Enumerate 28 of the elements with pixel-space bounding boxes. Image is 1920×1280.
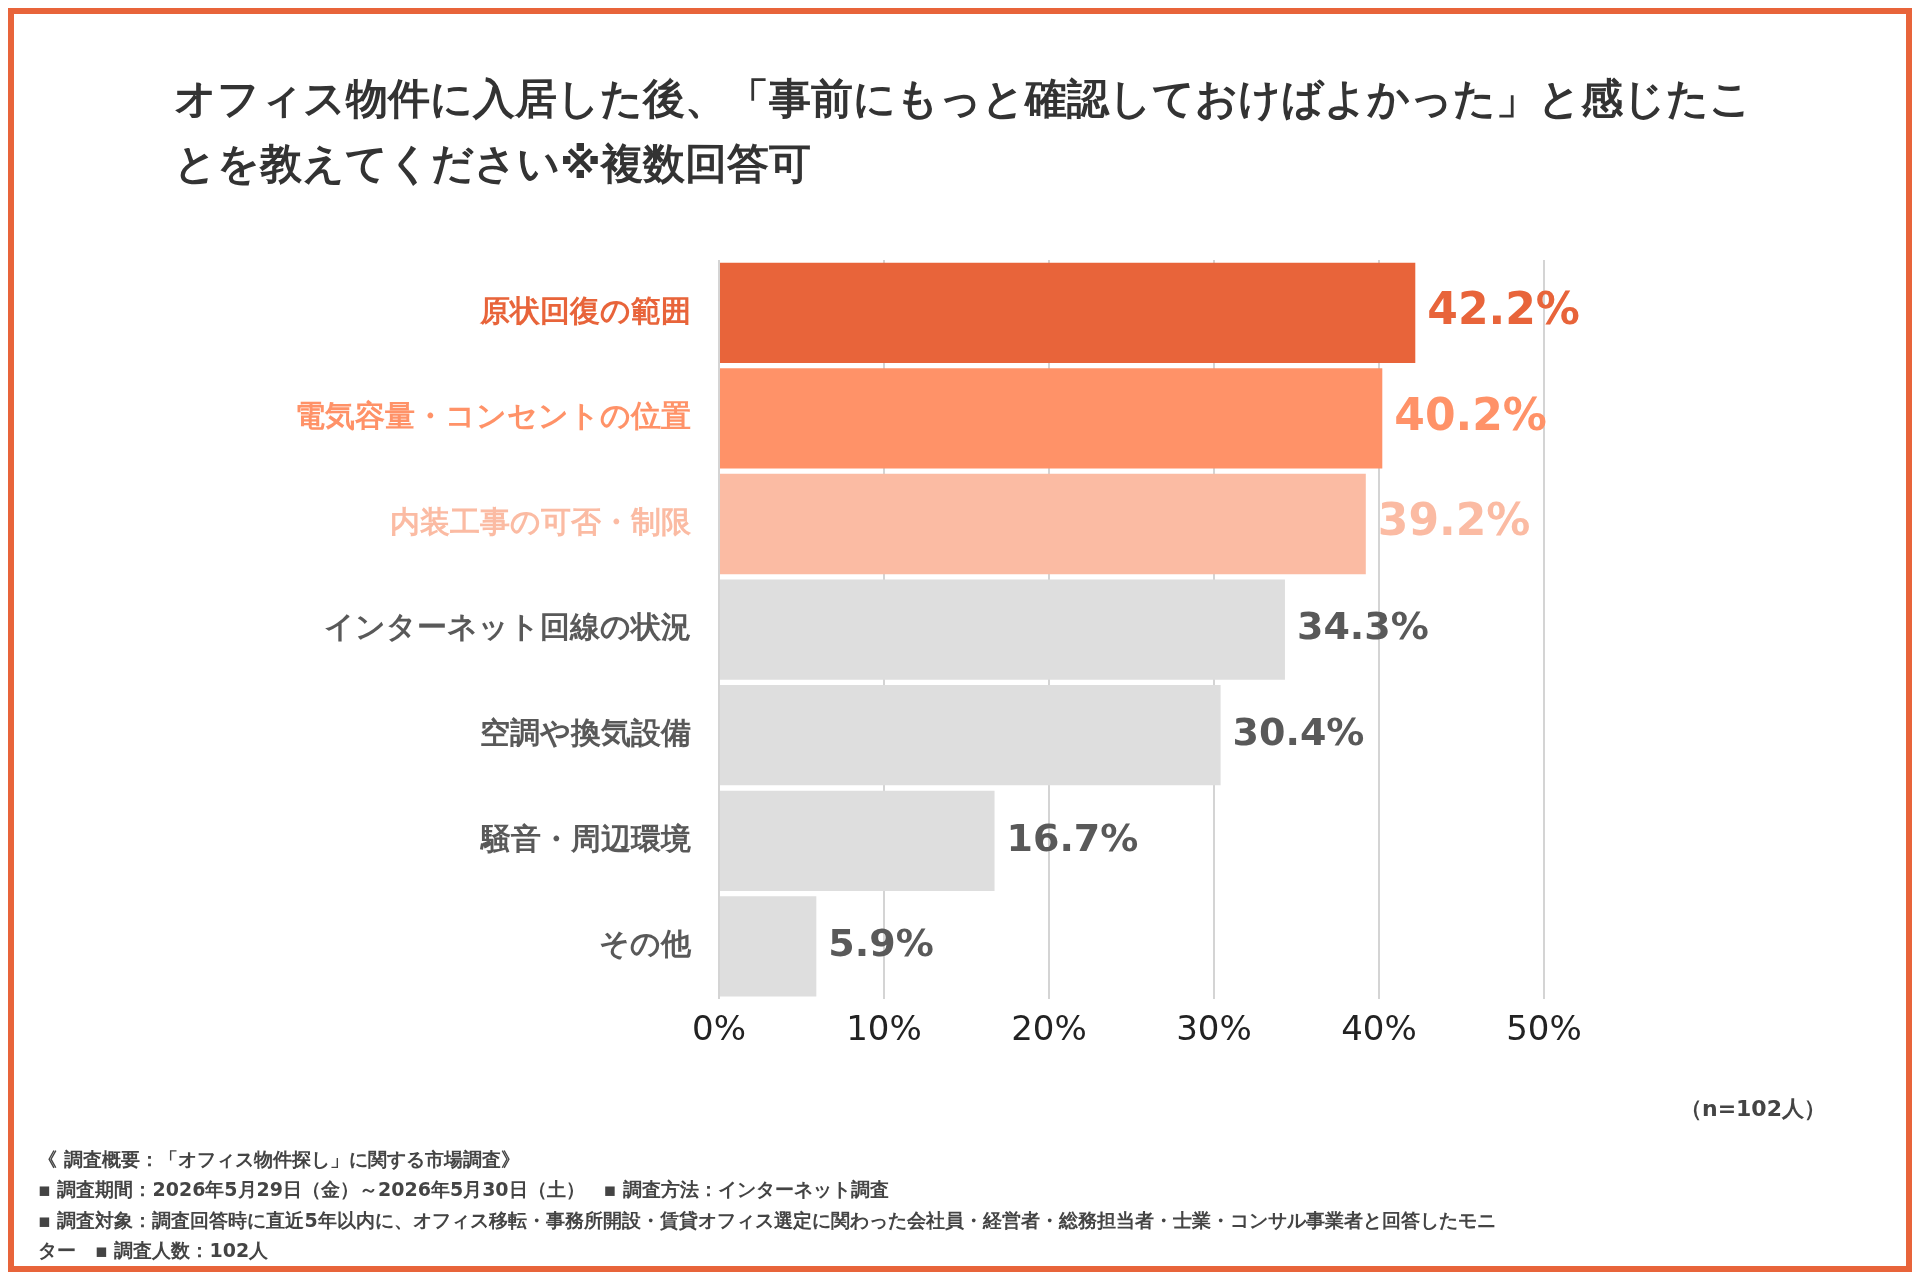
bar (720, 473, 1366, 575)
bar (720, 368, 1383, 469)
text: ▪ 調査期間：2026年5月29日（金）～2026年5月30日（土） ▪ 調査方法：インターネット調査 (38, 1177, 891, 1203)
x-tick-label: 0% (692, 1008, 746, 1049)
data-label: 40.2% (1394, 388, 1547, 440)
data-label: 30.4% (1232, 710, 1365, 755)
data-label: 5.9% (828, 921, 934, 966)
x-tick-label: 20% (1011, 1008, 1087, 1049)
y-tick-label: 電気容量・コンセントの位置 (295, 398, 691, 434)
y-tick-label: 空調や換気設備 (480, 715, 691, 750)
y-tick-label: 内装工事の可否・制限 (390, 503, 692, 539)
x-tick-label: 50% (1506, 1008, 1582, 1049)
chart-title: オフィス物件に入居した後、「事前にもっと確認しておけばよかった」と感じたことを教えてください※複数回答可 (174, 73, 1753, 191)
x-tick-label: 30% (1176, 1008, 1252, 1049)
data-label: 34.3% (1296, 604, 1429, 649)
y-tick-label: インターネット回線の状況 (324, 609, 691, 645)
data-label: 42.2% (1427, 283, 1580, 335)
text: （n=102人） (1679, 1095, 1826, 1123)
x-tick-label: 10% (846, 1008, 922, 1049)
y-tick-label: 原状回復の範囲 (479, 292, 691, 328)
data-label: 16.7% (1006, 815, 1139, 860)
x-tick-label: 40% (1341, 1008, 1417, 1049)
text: 《 調査概要：「オフィス物件探し」に関する市場調査》 (38, 1147, 521, 1172)
bar (720, 262, 1416, 363)
data-label: 39.2% (1377, 494, 1531, 546)
y-tick-label: 騒音・周辺環境 (479, 820, 691, 856)
text: ▪ 調査対象：調査回答時に直近5年以内に、オフィス移転・事務所開設・賃貸オフィス選定に関わった会社員・経営者・総務担当者・士業・コンサル事業者と回答したモニター ▪ 調査人数：102人 (38, 1207, 1497, 1264)
y-tick-label: その他 (599, 926, 692, 962)
